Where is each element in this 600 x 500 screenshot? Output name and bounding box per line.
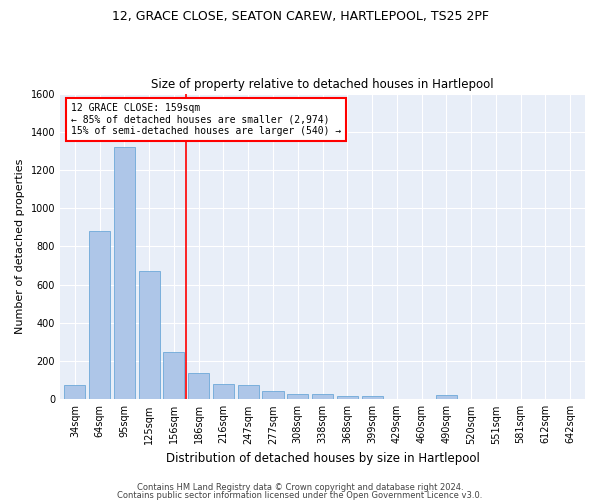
Bar: [262, 390, 284, 400]
Bar: [436, 396, 457, 400]
Bar: [64, 385, 85, 400]
X-axis label: Distribution of detached houses by size in Hartlepool: Distribution of detached houses by size …: [166, 452, 479, 465]
Text: Contains public sector information licensed under the Open Government Licence v3: Contains public sector information licen…: [118, 491, 482, 500]
Title: Size of property relative to detached houses in Hartlepool: Size of property relative to detached ho…: [151, 78, 494, 91]
Bar: [312, 394, 333, 400]
Bar: [89, 231, 110, 400]
Bar: [213, 384, 234, 400]
Bar: [188, 372, 209, 400]
Text: Contains HM Land Registry data © Crown copyright and database right 2024.: Contains HM Land Registry data © Crown c…: [137, 484, 463, 492]
Bar: [238, 385, 259, 400]
Bar: [337, 396, 358, 400]
Text: 12, GRACE CLOSE, SEATON CAREW, HARTLEPOOL, TS25 2PF: 12, GRACE CLOSE, SEATON CAREW, HARTLEPOO…: [112, 10, 488, 23]
Bar: [287, 394, 308, 400]
Y-axis label: Number of detached properties: Number of detached properties: [15, 158, 25, 334]
Bar: [114, 147, 135, 400]
Bar: [163, 352, 184, 400]
Bar: [362, 396, 383, 400]
Text: 12 GRACE CLOSE: 159sqm
← 85% of detached houses are smaller (2,974)
15% of semi-: 12 GRACE CLOSE: 159sqm ← 85% of detached…: [71, 102, 341, 136]
Bar: [139, 272, 160, 400]
